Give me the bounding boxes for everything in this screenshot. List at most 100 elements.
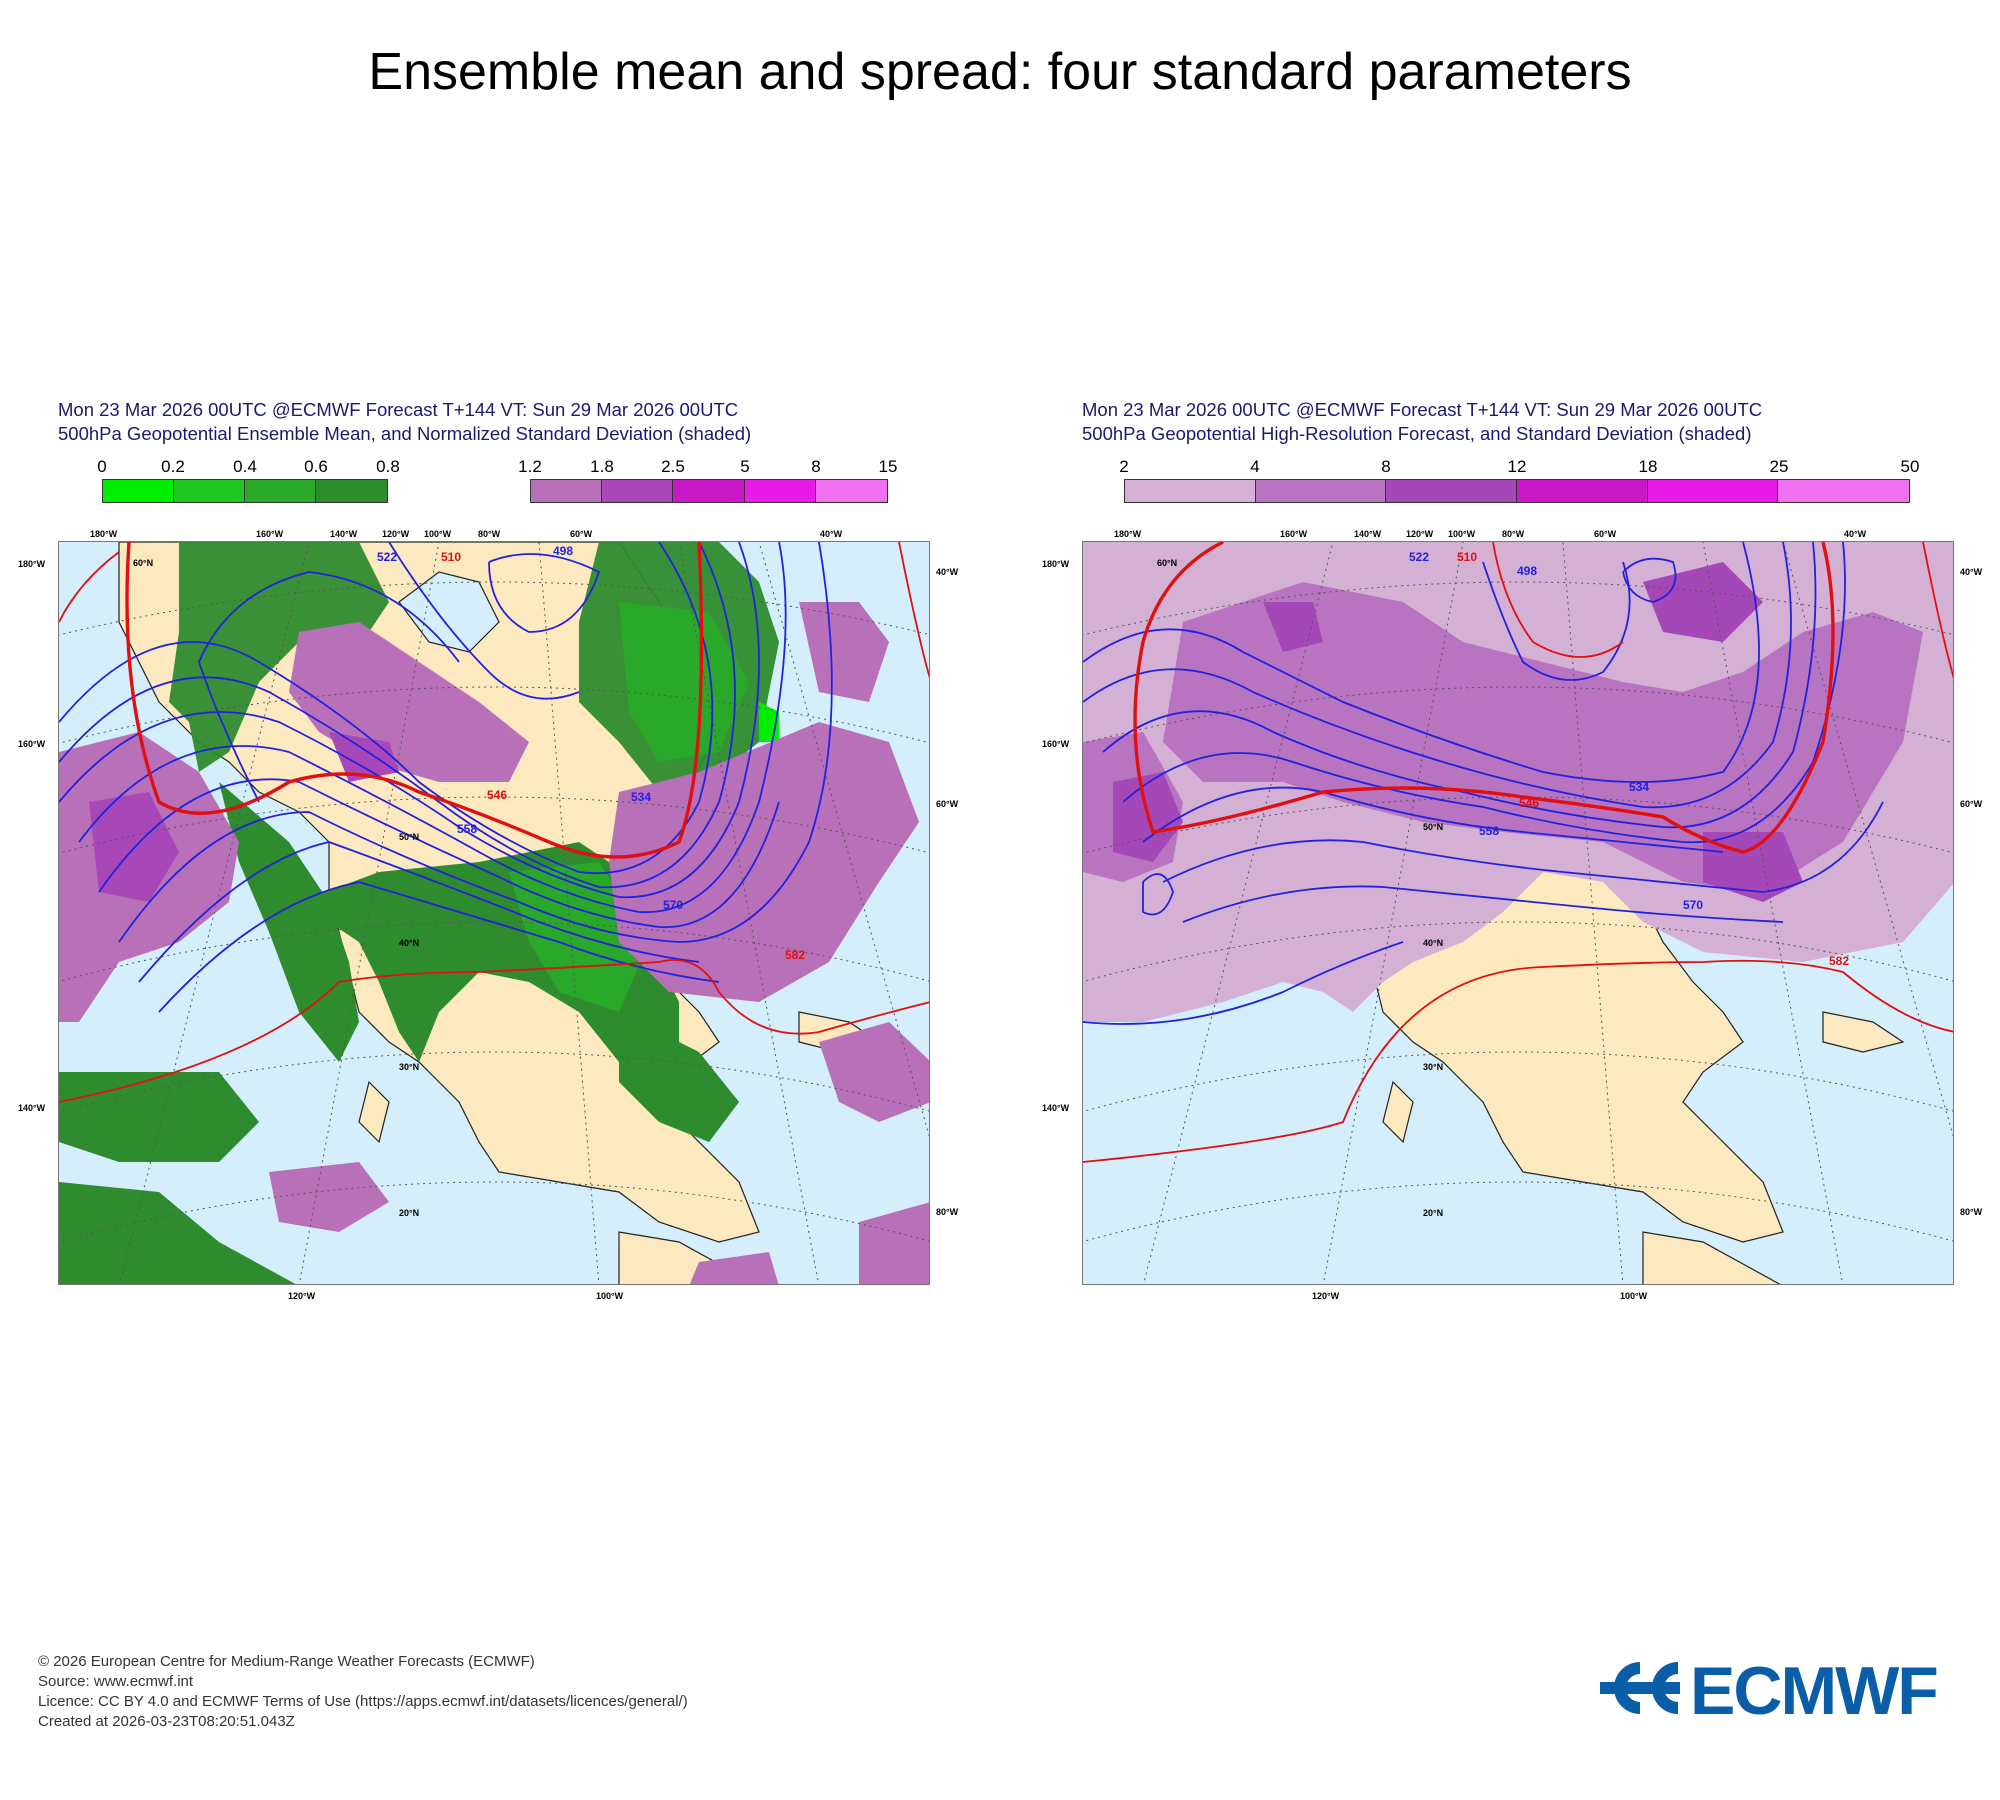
green-colorbar: 0 0.2 0.4 0.6 0.8 [97,457,400,507]
lat-label: 20°N [1423,1208,1444,1218]
colorbar-tick: 2 [1119,457,1129,476]
colorbar-tick: 0.6 [304,457,328,476]
lon-label: 40°W [820,529,843,539]
colorbar-box [174,480,245,502]
lon-label: 120°W [1312,1291,1340,1301]
lat-label: 20°N [399,1208,420,1218]
ensemble-mean-panel: Mon 23 Mar 2026 00UTC @ECMWF Forecast T+… [18,395,958,1315]
colorbar-box [1647,480,1779,502]
contour-label: 510 [1457,550,1478,564]
colorbar-boxes [1124,479,1910,503]
copyright-line: © 2026 European Centre for Medium-Range … [38,1653,535,1670]
hres-forecast-panel: Mon 23 Mar 2026 00UTC @ECMWF Forecast T+… [1042,395,1982,1315]
lon-label: 180°W [18,559,46,569]
colorbar-tick: 8 [1381,457,1391,476]
lon-label: 60°W [570,529,593,539]
lon-label: 120°W [1406,529,1434,539]
copyright-footer: © 2026 European Centre for Medium-Range … [38,1652,688,1732]
lon-label: 100°W [1448,529,1476,539]
colorbar-tick: 1.8 [590,457,614,476]
colorbar-tick: 15 [878,457,898,476]
contour-label: 546 [1519,796,1540,810]
contour-label: 582 [1829,954,1850,968]
ecmwf-emblem-icon [1600,1662,1680,1714]
spread-colorbar: 2 4 8 12 18 25 50 [1119,457,1919,507]
ecmwf-logo: ECMWF [1592,1653,1972,1729]
colorbar-boxes [530,479,888,503]
colorbar-tick: 0 [97,457,107,476]
lon-label: 40°W [1960,567,1983,577]
green-shading [59,542,779,1284]
contour-label: 498 [1517,564,1538,578]
red-contours [1083,542,1953,1163]
colorbar-tick: 18 [1638,457,1658,476]
lon-label: 160°W [256,529,284,539]
lon-label: 160°W [1280,529,1308,539]
lon-label: 140°W [18,1103,46,1113]
colorbar-tick: 5 [740,457,750,476]
lat-label: 40°N [399,938,420,948]
lon-label: 80°W [478,529,501,539]
lat-label: 30°N [1423,1062,1444,1072]
colorbar-tick: 0.2 [161,457,185,476]
lon-label: 80°W [1502,529,1525,539]
contour-label: 510 [441,550,462,564]
lat-label: 60°N [133,558,154,568]
map-area[interactable]: 498 510 522 534 546 558 570 582 60°N 50°… [1082,541,1954,1285]
created-line: Created at 2026-03-23T08:20:51.043Z [38,1713,295,1730]
colorbar-box [673,480,745,502]
lon-label: 40°W [1844,529,1867,539]
source-line: Source: www.ecmwf.int [38,1673,194,1690]
red-contours [59,542,929,1103]
lon-label: 120°W [382,529,410,539]
colorbar-box [103,480,174,502]
graticule [1083,542,1953,1284]
contour-label: 498 [553,544,574,558]
lon-label: 100°W [424,529,452,539]
colorbar-box [1255,480,1387,502]
colorbar-boxes [102,479,388,503]
colorbar-tick: 50 [1900,457,1920,476]
colorbar-tick: 8 [811,457,821,476]
lat-label: 50°N [1423,822,1444,832]
colorbar-tick: 2.5 [661,457,685,476]
lon-label: 180°W [1042,559,1070,569]
colorbar-box [245,480,316,502]
colorbar-tick: 0.8 [376,457,400,476]
contour-label: 558 [457,822,478,836]
licence-line: Licence: CC BY 4.0 and ECMWF Terms of Us… [38,1693,688,1710]
colorbar-box [316,480,387,502]
lat-label: 60°N [1157,558,1178,568]
colorbar-tick: 4 [1250,457,1260,476]
lon-label: 180°W [90,529,118,539]
lon-label: 100°W [596,1291,624,1301]
blue-contours [59,542,833,1013]
colorbar-box [1778,480,1910,502]
lat-label: 30°N [399,1062,420,1072]
purple-colorbar: 1.2 1.8 2.5 5 8 15 [518,457,897,507]
colorbar-box [531,480,603,502]
colorbar-box [1125,480,1256,502]
ecmwf-wordmark: ECMWF [1690,1653,1939,1729]
panel-title-line1: Mon 23 Mar 2026 00UTC @ECMWF Forecast T+… [58,399,739,420]
panel-title-line2: 500hPa Geopotential High-Resolution Fore… [1082,423,1752,444]
colorbar-tick: 25 [1769,457,1789,476]
lon-label: 60°W [1960,799,1983,809]
colorbar-tick: 1.2 [518,457,542,476]
lon-label: 140°W [330,529,358,539]
panel-title-line1: Mon 23 Mar 2026 00UTC @ECMWF Forecast T+… [1082,399,1763,420]
lon-label: 80°W [1960,1207,1983,1217]
contour-label: 534 [1629,780,1650,794]
map-area[interactable]: 498 510 522 534 546 558 570 582 60°N 50°… [58,541,930,1285]
lon-label: 160°W [1042,739,1070,749]
contour-label: 522 [1409,550,1430,564]
colorbar-box [602,480,674,502]
lon-label: 180°W [1114,529,1142,539]
map-svg [59,542,929,1284]
lon-label: 120°W [288,1291,316,1301]
contour-label: 546 [487,788,508,802]
lon-label: 140°W [1354,529,1382,539]
lon-label: 40°W [936,567,959,577]
lon-label: 60°W [1594,529,1617,539]
lon-label: 80°W [936,1207,959,1217]
